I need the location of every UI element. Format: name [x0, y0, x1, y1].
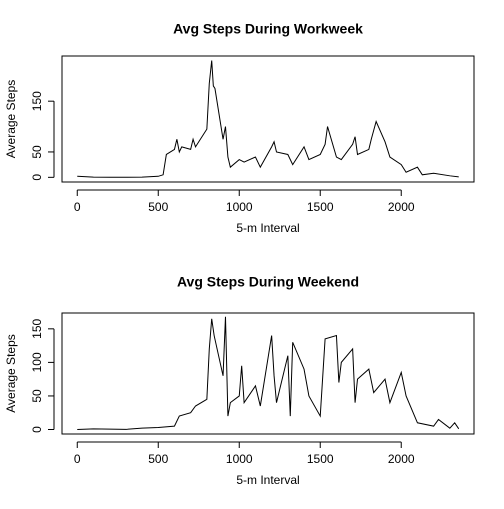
x-tick-label: 500 [148, 200, 168, 214]
x-tick-label: 500 [148, 452, 168, 466]
x-tick-label: 1500 [307, 200, 334, 214]
y-axis-label: Average Steps [4, 80, 18, 159]
y-axis-label: Average Steps [4, 334, 18, 413]
plot-box [61, 312, 475, 435]
x-tick-label: 1500 [307, 452, 334, 466]
plot-box [61, 55, 475, 183]
x-tick-label: 0 [74, 452, 81, 466]
y-tick-label: 50 [30, 145, 44, 159]
y-tick-label: 0 [30, 426, 44, 433]
x-axis-label: 5-m Interval [236, 473, 299, 487]
y-tick-label: 50 [30, 389, 44, 403]
y-tick-label: 150 [30, 91, 44, 111]
data-line [77, 60, 459, 178]
x-tick-label: 1000 [226, 200, 253, 214]
y-tick-label: 0 [30, 174, 44, 181]
x-tick-label: 1000 [226, 452, 253, 466]
chart-title: Avg Steps During Workweek [173, 21, 363, 37]
x-axis-label: 5-m Interval [236, 221, 299, 235]
x-tick-label: 2000 [388, 200, 415, 214]
data-line [77, 316, 460, 430]
chart-title: Avg Steps During Weekend [177, 274, 359, 290]
x-tick-label: 0 [74, 200, 81, 214]
x-tick-label: 2000 [388, 452, 415, 466]
y-tick-label: 100 [30, 352, 44, 372]
y-tick-label: 150 [30, 319, 44, 339]
